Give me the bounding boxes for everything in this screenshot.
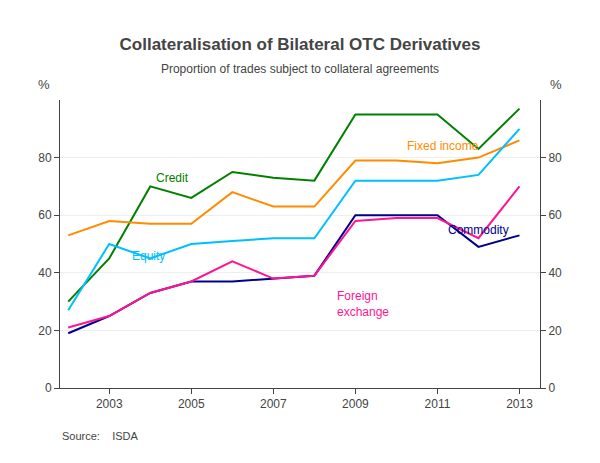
svg-text:20: 20 (38, 324, 52, 338)
svg-text:Equity: Equity (132, 249, 165, 263)
svg-text:Proportion of trades subject t: Proportion of trades subject to collater… (161, 62, 439, 76)
svg-text:%: % (38, 77, 50, 92)
svg-text:Foreignexchange: Foreignexchange (337, 289, 389, 319)
svg-text:Source: ISDA: Source: ISDA (62, 430, 138, 442)
svg-text:Collateralisation of Bilateral: Collateralisation of Bilateral OTC Deriv… (120, 35, 481, 54)
svg-text:2007: 2007 (260, 397, 287, 411)
svg-text:%: % (550, 77, 562, 92)
svg-text:2003: 2003 (96, 397, 123, 411)
svg-text:40: 40 (38, 266, 52, 280)
svg-text:80: 80 (548, 151, 562, 165)
svg-text:2013: 2013 (506, 397, 533, 411)
svg-text:60: 60 (548, 208, 562, 222)
svg-text:Credit: Credit (156, 171, 189, 185)
svg-text:60: 60 (38, 208, 52, 222)
svg-text:40: 40 (548, 266, 562, 280)
svg-text:2005: 2005 (178, 397, 205, 411)
svg-text:2009: 2009 (342, 397, 369, 411)
svg-text:80: 80 (38, 151, 52, 165)
svg-text:Fixed income: Fixed income (407, 139, 479, 153)
svg-text:0: 0 (45, 381, 52, 395)
svg-text:Commodity: Commodity (448, 223, 509, 237)
svg-text:0: 0 (548, 381, 555, 395)
svg-text:20: 20 (548, 324, 562, 338)
svg-text:2011: 2011 (425, 397, 451, 411)
